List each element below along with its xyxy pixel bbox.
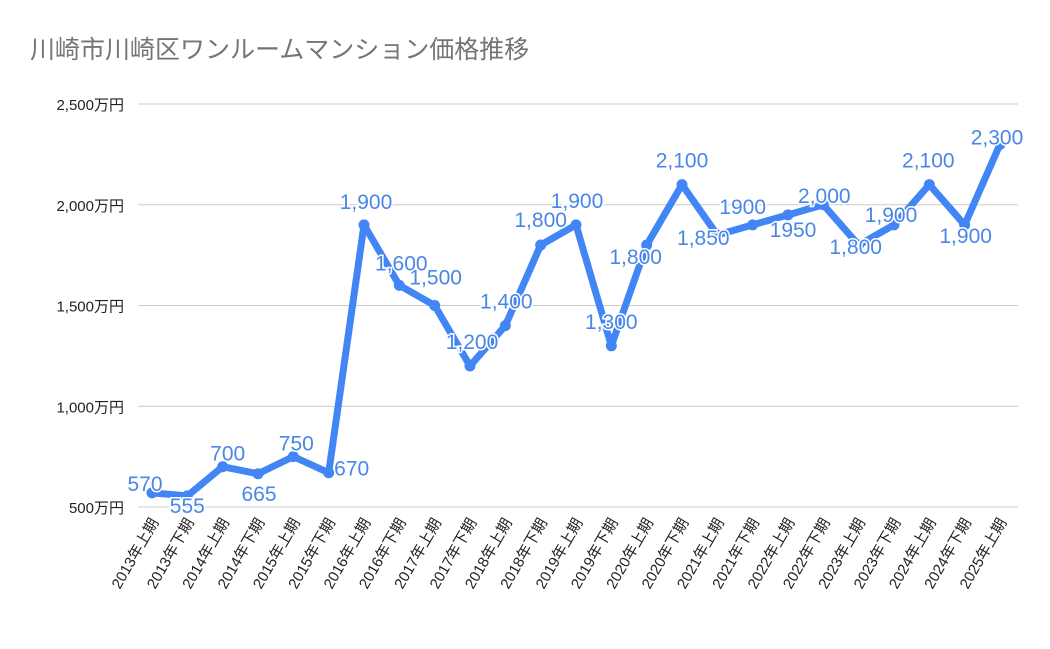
data-label: 1,600	[375, 252, 428, 275]
data-label: 1,500	[409, 267, 462, 290]
data-point	[923, 179, 935, 191]
data-label: 1,900	[865, 204, 918, 227]
data-point	[252, 468, 264, 480]
data-point	[676, 179, 688, 191]
data-point	[711, 229, 723, 241]
data-label: 1,900	[939, 225, 992, 248]
data-point	[464, 360, 476, 372]
data-label: 1,200	[446, 331, 499, 354]
data-label: 2,000	[798, 185, 851, 208]
data-label: 570	[127, 473, 162, 496]
y-tick-label: 1,500万円	[56, 299, 124, 316]
data-point	[570, 219, 582, 231]
data-point	[393, 279, 405, 291]
y-tick-label: 2,000万円	[56, 198, 124, 215]
data-label: 1,900	[551, 190, 604, 213]
data-point	[323, 467, 335, 479]
data-label: 1,800	[829, 236, 882, 259]
data-point	[853, 239, 865, 251]
data-point	[641, 239, 653, 251]
data-label: 2,100	[656, 150, 709, 173]
data-point	[782, 209, 794, 221]
data-point	[499, 320, 511, 332]
chart-title: 川崎市川崎区ワンルームマンション価格推移	[30, 35, 530, 64]
data-label: 2,300	[971, 126, 1024, 149]
data-point	[994, 138, 1006, 150]
data-point	[358, 219, 370, 231]
data-label: 1900	[719, 196, 766, 219]
data-label: 670	[334, 458, 369, 481]
data-label: 1950	[770, 219, 817, 242]
data-label: 1,400	[480, 291, 533, 314]
data-point	[287, 451, 299, 463]
data-label: 1,800	[514, 209, 567, 232]
data-label: 2,100	[902, 150, 955, 173]
data-point	[817, 199, 829, 211]
y-tick-label: 2,500万円	[56, 97, 124, 114]
data-label: 750	[279, 433, 314, 456]
data-label: 665	[241, 483, 276, 506]
data-point	[747, 219, 759, 231]
data-label: 1,800	[609, 246, 662, 269]
data-point	[888, 219, 900, 231]
data-point	[217, 461, 229, 473]
data-point	[429, 300, 441, 311]
data-label: 700	[210, 443, 245, 466]
data-label: 1,300	[585, 311, 638, 334]
data-label: 1,850	[677, 227, 730, 250]
y-tick-label: 500万円	[69, 500, 124, 517]
data-point	[535, 239, 547, 251]
data-point	[605, 340, 617, 352]
y-tick-label: 1,000万円	[56, 399, 124, 416]
data-point	[181, 490, 193, 502]
data-point	[146, 487, 158, 499]
data-point	[959, 219, 971, 231]
data-label: 1,900	[340, 191, 393, 214]
data-label: 555	[170, 495, 205, 518]
